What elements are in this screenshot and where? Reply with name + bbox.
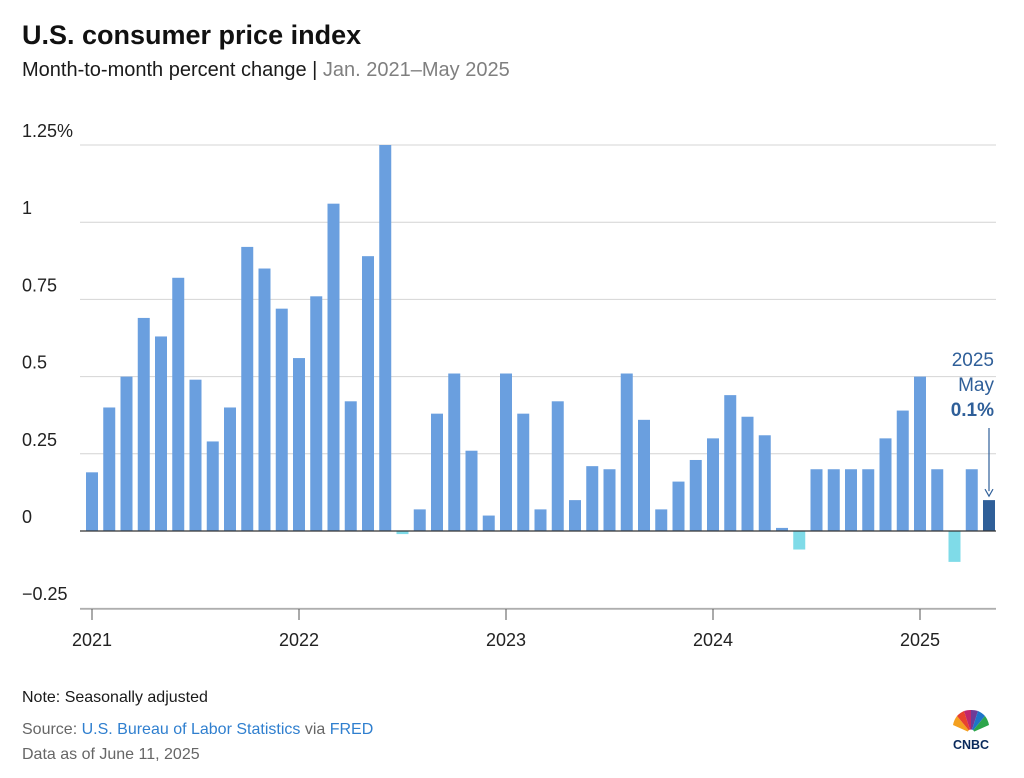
bar	[948, 531, 961, 562]
x-tick-label: 2023	[486, 630, 526, 650]
bar	[482, 515, 495, 531]
bar	[344, 401, 357, 531]
bar	[293, 358, 305, 531]
chart-title: U.S. consumer price index	[22, 20, 362, 50]
source-link-fred[interactable]: FRED	[329, 721, 374, 738]
bar	[551, 401, 564, 531]
bar	[517, 413, 530, 531]
chart-subtitle: Month-to-month percent change | Jan. 202…	[22, 59, 510, 82]
bar	[86, 472, 98, 531]
cnbc-logo-icon: CNBC	[953, 709, 989, 752]
source-mid: via	[300, 721, 330, 738]
bar	[638, 419, 650, 531]
x-tick-label: 2022	[279, 630, 319, 650]
bar	[327, 203, 340, 531]
bar	[534, 509, 547, 531]
source-link-bls[interactable]: U.S. Bureau of Labor Statistics	[81, 721, 301, 738]
y-tick-label: −0.25	[22, 584, 68, 604]
bar	[241, 246, 254, 532]
bar	[258, 268, 271, 531]
bar	[827, 469, 840, 531]
bar	[586, 466, 599, 531]
annotation-value: 0.1%	[951, 400, 994, 421]
bar	[310, 296, 323, 531]
bar	[689, 459, 702, 531]
bar	[672, 481, 685, 531]
bar	[137, 317, 150, 531]
y-tick-label: 0.5	[22, 353, 47, 373]
bar	[793, 531, 806, 550]
y-tick-label: 0	[22, 507, 32, 527]
bar	[845, 469, 857, 531]
bar	[914, 376, 926, 531]
bar	[655, 509, 668, 531]
bar	[862, 469, 875, 531]
cpi-bar-chart: −0.25 0 0.25 0.5 0.75 1 1.25% 2021 2022 2023 2024 2…	[22, 121, 996, 650]
y-tick-label: 0.75	[22, 275, 57, 295]
bar	[224, 407, 236, 531]
bar	[275, 308, 288, 531]
bar	[379, 145, 392, 531]
bar	[603, 469, 616, 531]
bar	[103, 407, 116, 531]
bar	[620, 373, 633, 531]
bar	[983, 500, 995, 531]
annotation-arrow-head	[984, 488, 994, 498]
source-line: Source: U.S. Bureau of Labor Statistics …	[22, 721, 373, 739]
subtitle-separator: |	[306, 59, 323, 81]
footnote: Note: Seasonally adjusted	[22, 689, 208, 706]
bar	[396, 531, 409, 535]
bar	[724, 395, 737, 531]
y-tick-label: 1.25%	[22, 121, 73, 141]
cnbc-logo-text: CNBC	[953, 738, 989, 752]
subtitle-range: Jan. 2021–May 2025	[322, 59, 510, 81]
bar	[120, 376, 133, 531]
bar	[810, 469, 823, 531]
x-tick-label: 2021	[72, 630, 112, 650]
bar	[206, 441, 219, 531]
bar	[362, 256, 374, 531]
bar	[448, 373, 461, 531]
bar	[172, 277, 185, 531]
bar	[413, 509, 426, 531]
bar	[431, 413, 443, 531]
bar	[965, 469, 978, 531]
annotation-month: May	[958, 375, 994, 396]
bar	[776, 527, 788, 531]
bar	[465, 450, 478, 531]
bar	[500, 373, 512, 531]
bar	[879, 438, 892, 531]
x-tick-label: 2025	[900, 630, 940, 650]
bar	[155, 336, 167, 531]
data-as-of: Data as of June 11, 2025	[22, 746, 200, 763]
x-tick-label: 2024	[693, 630, 733, 650]
subtitle-main: Month-to-month percent change	[22, 59, 307, 81]
bar	[569, 500, 581, 531]
bar	[741, 416, 754, 531]
bar	[896, 410, 909, 531]
bar	[189, 379, 202, 531]
y-tick-label: 1	[22, 198, 32, 218]
source-prefix: Source:	[22, 721, 82, 738]
bar	[931, 469, 944, 531]
bar	[707, 438, 719, 531]
y-tick-label: 0.25	[22, 430, 57, 450]
annotation-year: 2025	[952, 350, 994, 371]
bar	[758, 435, 771, 531]
